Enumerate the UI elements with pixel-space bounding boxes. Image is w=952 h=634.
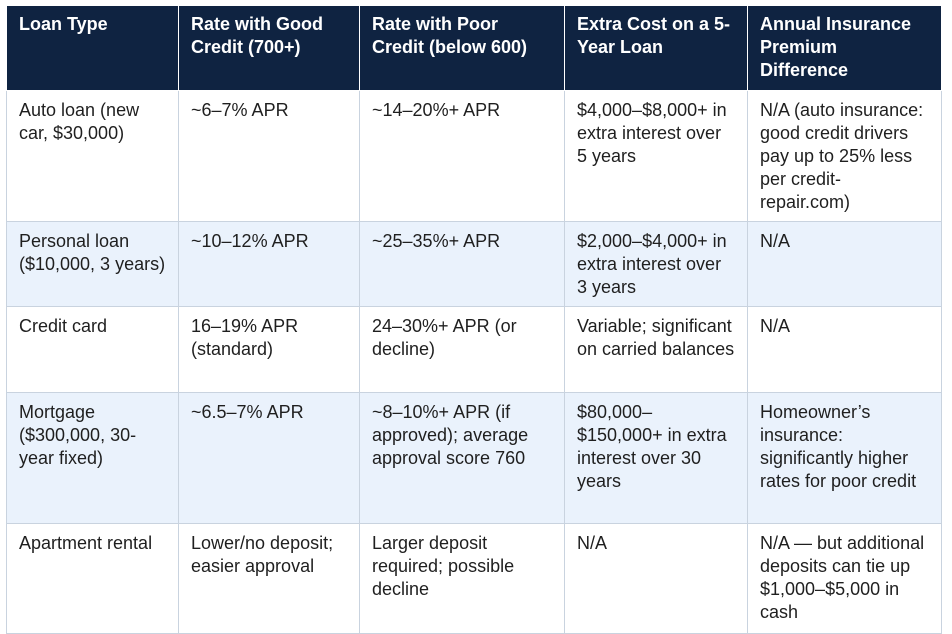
table-container: Loan Type Rate with Good Credit (700+) Rat…	[6, 6, 942, 634]
table-body: Auto loan (new car, $30,000) ~6–7% APR ~14…	[6, 89, 942, 634]
table-cell: ~6.5–7% APR	[178, 391, 360, 524]
loan-type-cell: Apartment rental	[6, 522, 179, 634]
table-cell: 24–30%+ APR (or decline)	[359, 305, 565, 393]
header-cell: Loan Type	[6, 6, 179, 91]
table-cell: Variable; significant on carried balance…	[564, 305, 748, 393]
table-cell: N/A	[747, 220, 942, 307]
table-row: Credit card 16–19% APR (standard) 24–30%+ …	[6, 305, 942, 393]
table-row: Mortgage ($300,000, 30-year fixed) ~6.5–7…	[6, 391, 942, 524]
table-cell: $80,000–$150,000+ in extra interest over…	[564, 391, 748, 524]
table-cell: ~10–12% APR	[178, 220, 360, 307]
header-cell: Rate with Poor Credit (below 600)	[359, 6, 565, 91]
loan-type-cell: Personal loan ($10,000, 3 years)	[6, 220, 179, 307]
header-cell: Extra Cost on a 5-Year Loan	[564, 6, 748, 91]
table-cell: N/A	[564, 522, 748, 634]
table-cell: Larger deposit required; possible declin…	[359, 522, 565, 634]
table-row: Personal loan ($10,000, 3 years) ~10–12% …	[6, 220, 942, 307]
table-cell: ~14–20%+ APR	[359, 89, 565, 222]
table-cell: N/A (auto insurance: good credit drivers…	[747, 89, 942, 222]
table-cell: ~6–7% APR	[178, 89, 360, 222]
comparison-table: Loan Type Rate with Good Credit (700+) Rat…	[6, 6, 942, 634]
table-cell: N/A — but additional deposits can tie up…	[747, 522, 942, 634]
header-row: Loan Type Rate with Good Credit (700+) Rat…	[6, 6, 942, 91]
table-cell: $2,000–$4,000+ in extra interest over 3 …	[564, 220, 748, 307]
loan-type-cell: Credit card	[6, 305, 179, 393]
table-row: Auto loan (new car, $30,000) ~6–7% APR ~14…	[6, 89, 942, 222]
header-cell: Annual Insurance Premium Difference	[747, 6, 942, 91]
table-cell: Homeowner’s insurance: significantly hig…	[747, 391, 942, 524]
loan-type-cell: Auto loan (new car, $30,000)	[6, 89, 179, 222]
table-row: Apartment rental Lower/no deposit; easier…	[6, 522, 942, 634]
table-cell: $4,000–$8,000+ in extra interest over 5 …	[564, 89, 748, 222]
table-cell: ~25–35%+ APR	[359, 220, 565, 307]
table-cell: 16–19% APR (standard)	[178, 305, 360, 393]
table-cell: N/A	[747, 305, 942, 393]
table-cell: ~8–10%+ APR (if approved); average appro…	[359, 391, 565, 524]
table-cell: Lower/no deposit; easier approval	[178, 522, 360, 634]
loan-type-cell: Mortgage ($300,000, 30-year fixed)	[6, 391, 179, 524]
header-cell: Rate with Good Credit (700+)	[178, 6, 360, 91]
